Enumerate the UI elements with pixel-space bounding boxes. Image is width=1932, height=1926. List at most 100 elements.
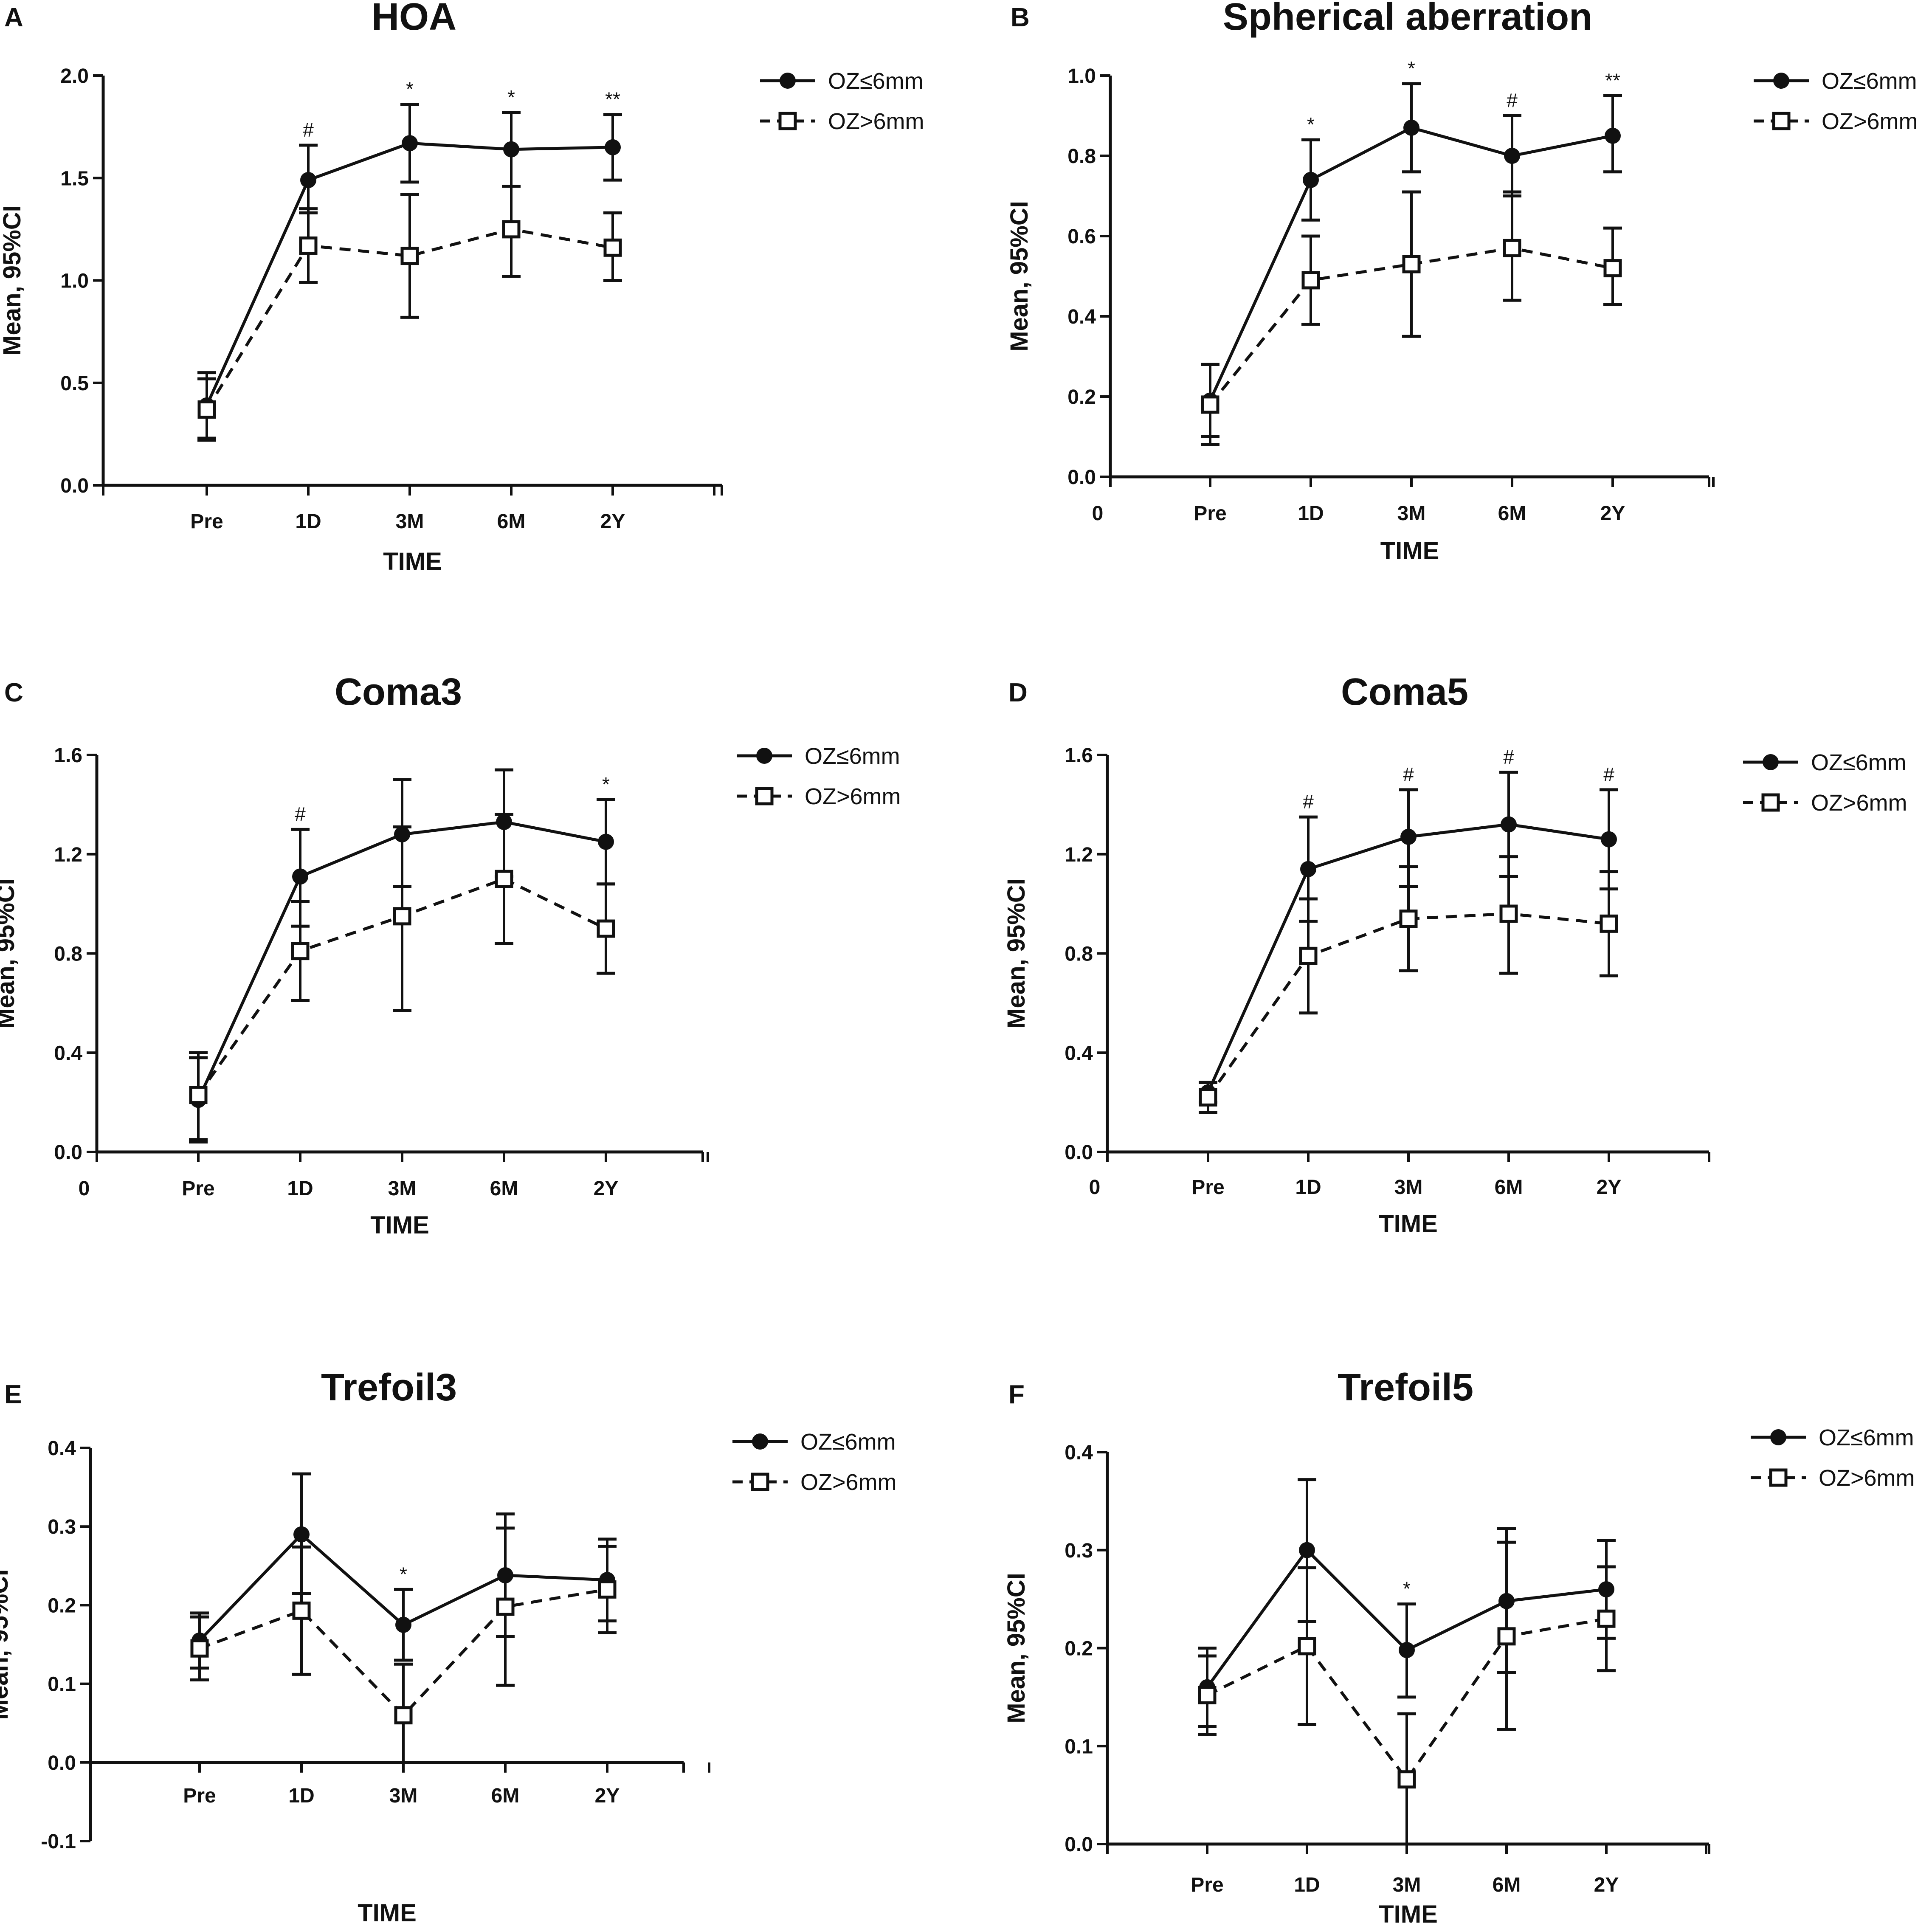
y-tick-label: 0.2 — [48, 1594, 76, 1617]
x-tick-label: Pre — [190, 510, 223, 533]
data-point-square — [1497, 1627, 1516, 1646]
data-point-circle — [1403, 119, 1419, 136]
x-tick-label: 6M — [1493, 1874, 1521, 1896]
legend: OZ≤6mm OZ>6mm — [1751, 1425, 1915, 1491]
data-point-square — [495, 870, 513, 888]
y-tick-label: 1.6 — [1065, 744, 1093, 767]
chart-title: Trefoil5 — [1338, 1366, 1473, 1409]
data-point-circle — [402, 135, 418, 152]
x-tick-label-zero: 0 — [1092, 502, 1104, 525]
x-axis-label: TIME — [1379, 1901, 1438, 1926]
data-point-circle — [1605, 127, 1621, 144]
y-tick-label: 0.4 — [1067, 306, 1096, 328]
panel-a: A HOA 0.0 0.5 1.0 1.5 2.0 Pre 1D 3M 6M 2Y TIME Mean, … — [0, 0, 924, 575]
chart-title: Spherical aberration — [1223, 0, 1592, 38]
data-point-circle — [1400, 828, 1417, 845]
y-tick-label: 0.6 — [1067, 225, 1096, 248]
data-point-circle — [293, 1526, 310, 1543]
x-tick-label: 6M — [491, 1785, 520, 1807]
data-point-square — [1397, 1770, 1416, 1789]
data-point-square — [1600, 914, 1618, 933]
y-tick-label: 1.0 — [60, 270, 89, 293]
data-point-square — [502, 220, 521, 239]
significance-marker: * — [400, 1563, 407, 1585]
y-tick-label: 0.4 — [48, 1437, 76, 1460]
data-point-circle — [292, 868, 308, 885]
series-line — [199, 1588, 608, 1718]
data-point-circle — [598, 833, 614, 850]
data-point-square — [603, 238, 622, 257]
series-line — [1207, 912, 1609, 1098]
legend-marker-circle — [1773, 73, 1789, 89]
chart-title: Coma3 — [335, 671, 462, 713]
x-tick-label: 3M — [388, 1177, 417, 1200]
data-point-circle — [1300, 861, 1316, 877]
series-oz-gt-6mm — [1198, 1540, 1616, 1846]
data-point-circle — [1399, 1642, 1415, 1658]
legend-marker-square — [1769, 1468, 1788, 1487]
y-tick-label: 0.0 — [54, 1141, 82, 1164]
x-tick-label: 2Y — [600, 510, 625, 533]
data-point-square — [1499, 904, 1518, 923]
significance-marker: # — [303, 119, 314, 141]
legend-label: OZ≤6mm — [1822, 68, 1917, 94]
legend-label: OZ>6mm — [1822, 109, 1918, 134]
legend: OZ≤6mm OZ>6mm — [1754, 68, 1918, 134]
x-tick-label: 1D — [287, 1177, 313, 1200]
panel-letter: E — [4, 1380, 22, 1409]
data-point-square — [292, 1601, 311, 1620]
y-tick-label: 0.1 — [1065, 1735, 1093, 1758]
y-tick-label: 1.5 — [60, 167, 89, 190]
significance-marker: * — [1307, 113, 1315, 135]
significance-marker: ** — [1605, 69, 1620, 91]
x-tick-label: 6M — [1495, 1176, 1523, 1199]
data-point-square — [291, 942, 310, 960]
data-point-square — [1603, 259, 1622, 278]
series-oz-gt-6mm — [1201, 190, 1622, 446]
y-tick-label: 0.0 — [1067, 466, 1096, 489]
y-axis-label: Mean, 95%CI — [1003, 1573, 1030, 1723]
y-tick-label: 0.5 — [60, 372, 89, 395]
x-tick-label: 2Y — [1597, 1176, 1622, 1199]
significance-marker: # — [1303, 791, 1314, 813]
significance-marker: # — [1403, 763, 1414, 786]
data-point-square — [1301, 271, 1320, 290]
series-oz-gt-6mm — [1199, 855, 1618, 1114]
chart-title: Coma5 — [1341, 671, 1468, 713]
chart-title: HOA — [372, 0, 456, 38]
data-point-circle — [1501, 816, 1517, 833]
x-axis-label: TIME — [358, 1899, 417, 1926]
data-point-circle — [605, 139, 621, 155]
x-tick-label: 2Y — [595, 1785, 620, 1807]
legend-label: OZ≤6mm — [1811, 750, 1907, 775]
panel-c: C Coma3 0.0 0.4 0.8 1.2 1.6 0 Pre 1D 3M 6M 2Y TIME Mea… — [0, 671, 901, 1239]
x-tick-label: 3M — [396, 510, 424, 533]
legend-marker-square — [751, 1473, 769, 1491]
legend-marker-square — [1761, 793, 1780, 812]
significance-marker: # — [1507, 90, 1518, 112]
y-tick-label: 0.2 — [1065, 1638, 1093, 1660]
y-tick-label: 1.2 — [1065, 844, 1093, 866]
significance-marker: * — [507, 86, 515, 108]
panel-letter: D — [1008, 678, 1028, 707]
data-point-circle — [503, 141, 519, 158]
x-axis-label: TIME — [1379, 1210, 1438, 1238]
x-axis-label: TIME — [383, 548, 442, 575]
y-tick-label: 0.4 — [54, 1042, 82, 1064]
x-tick-label: 2Y — [594, 1177, 619, 1200]
data-point-square — [1199, 1088, 1217, 1107]
data-point-square — [1198, 1686, 1217, 1704]
y-tick-label: 0.3 — [1065, 1540, 1093, 1562]
x-tick-label: 2Y — [1600, 502, 1625, 525]
x-tick-label-zero: 0 — [79, 1177, 90, 1200]
x-tick-label-zero: 0 — [1089, 1176, 1101, 1199]
data-point-square — [299, 236, 318, 255]
x-tick-label: 1D — [295, 510, 321, 533]
panel-f: F Trefoil5 0.0 0.1 0.2 0.3 0.4 Pre 1D 3M 6M 2Y TIME M… — [1003, 1366, 1915, 1926]
significance-marker: # — [295, 803, 306, 825]
y-tick-label: 0.4 — [1065, 1442, 1093, 1464]
y-tick-label: 2.0 — [60, 65, 89, 87]
data-point-circle — [1601, 831, 1617, 848]
x-tick-label: 3M — [1394, 1176, 1423, 1199]
